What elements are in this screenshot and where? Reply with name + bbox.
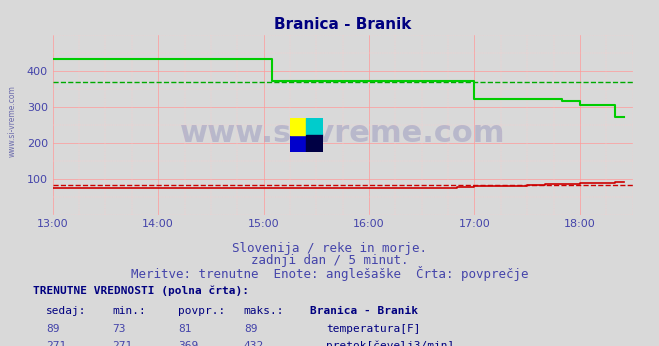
Text: 271: 271 [112,341,132,346]
Text: 271: 271 [46,341,67,346]
Text: 73: 73 [112,324,125,334]
Text: www.si-vreme.com: www.si-vreme.com [8,85,17,157]
Text: zadnji dan / 5 minut.: zadnji dan / 5 minut. [251,254,408,267]
Text: 432: 432 [244,341,264,346]
Text: TRENUTNE VREDNOSTI (polna črta):: TRENUTNE VREDNOSTI (polna črta): [33,285,249,296]
Text: maks.:: maks.: [244,306,284,316]
Text: min.:: min.: [112,306,146,316]
Bar [306,135,323,152]
Title: Branica - Branik: Branica - Branik [274,17,411,32]
Text: Meritve: trenutne  Enote: anglešaške  Črta: povprečje: Meritve: trenutne Enote: anglešaške Črta… [130,266,529,281]
Text: 369: 369 [178,341,198,346]
Text: 89: 89 [46,324,59,334]
Text: 89: 89 [244,324,257,334]
Bar [290,118,306,135]
Text: povpr.:: povpr.: [178,306,225,316]
Text: temperatura[F]: temperatura[F] [326,324,420,334]
Text: 81: 81 [178,324,191,334]
Text: pretok[čevelj3/min]: pretok[čevelj3/min] [326,341,455,346]
Bar [306,118,323,135]
Bar [290,135,306,152]
Text: Branica - Branik: Branica - Branik [310,306,418,316]
Text: Slovenija / reke in morje.: Slovenija / reke in morje. [232,242,427,255]
Text: sedaj:: sedaj: [46,306,86,316]
Text: www.si-vreme.com: www.si-vreme.com [180,119,505,148]
